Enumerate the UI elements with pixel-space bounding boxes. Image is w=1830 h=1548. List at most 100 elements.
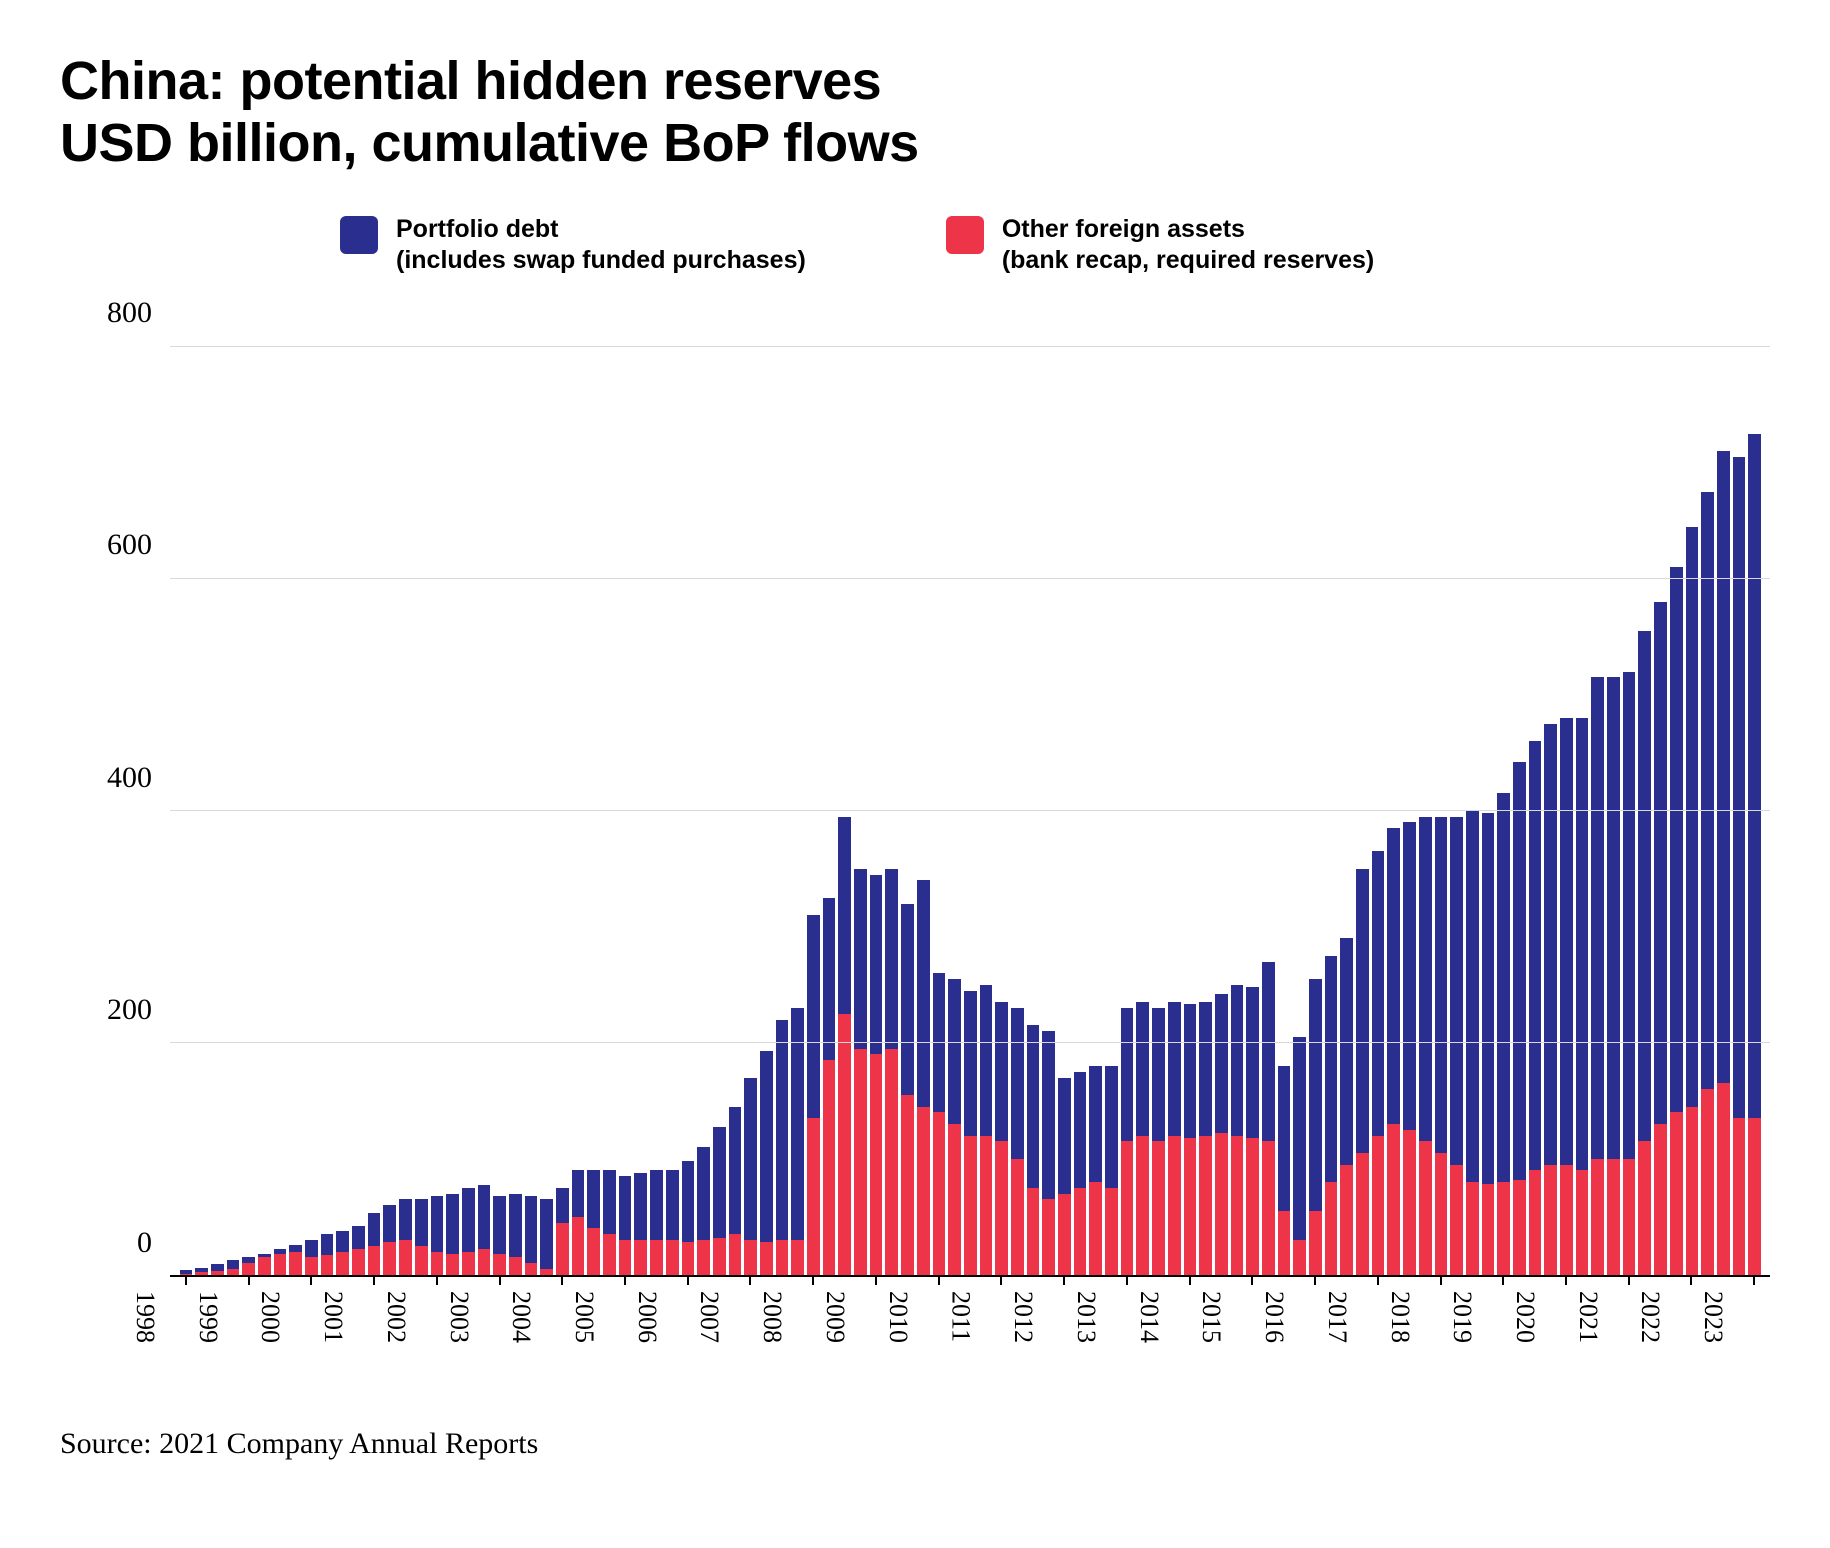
bar-segment-portfolio: [650, 1170, 663, 1240]
bar-segment-portfolio: [713, 1127, 726, 1237]
x-tick-label: 2010: [883, 1291, 913, 1343]
bar-segment-other: [1497, 1182, 1510, 1275]
bar-column: [633, 347, 649, 1275]
x-tick-label: 2013: [1071, 1291, 1101, 1343]
bar-segment-portfolio: [885, 869, 898, 1049]
bar-column: [1370, 347, 1386, 1275]
bar-segment-portfolio: [1654, 602, 1667, 1124]
bar-segment-portfolio: [1168, 1002, 1181, 1135]
bar-column: [602, 347, 618, 1275]
bar-segment-other: [1686, 1107, 1699, 1275]
bar-segment-portfolio: [1701, 492, 1714, 1089]
bar-segment-portfolio: [1011, 1008, 1024, 1159]
x-tick-mark: [373, 1275, 375, 1285]
x-tick-label: 2019: [1447, 1291, 1477, 1343]
bar-segment-other: [980, 1136, 993, 1275]
bar-segment-other: [415, 1246, 428, 1275]
bar-column: [1182, 347, 1198, 1275]
bar-segment-portfolio: [556, 1188, 569, 1223]
bar-column: [225, 347, 241, 1275]
legend-label: Portfolio debt: [396, 215, 558, 243]
bar-segment-other: [525, 1263, 538, 1275]
bar-segment-portfolio: [933, 973, 946, 1112]
bar-segment-other: [1450, 1165, 1463, 1275]
bar-segment-other: [1372, 1136, 1385, 1275]
bar-segment-other: [1278, 1211, 1291, 1275]
legend-label: Other foreign assets: [1002, 215, 1245, 243]
bar-segment-other: [1121, 1141, 1134, 1274]
x-tick-label: 2011: [946, 1291, 976, 1342]
legend-swatch-other: [946, 216, 984, 254]
bar-segment-portfolio: [1419, 817, 1432, 1142]
bar-segment-portfolio: [1293, 1037, 1306, 1240]
bar-segment-portfolio: [1450, 817, 1463, 1165]
bar-segment-other: [1419, 1141, 1432, 1274]
bar-segment-other: [274, 1254, 287, 1275]
x-tick-label: 2006: [632, 1291, 662, 1343]
x-tick-mark: [1440, 1275, 1442, 1285]
bar-column: [1402, 347, 1418, 1275]
bar-segment-portfolio: [1262, 962, 1275, 1142]
bar-segment-other: [399, 1240, 412, 1275]
bar-segment-other: [572, 1217, 585, 1275]
bar-column: [1715, 347, 1731, 1275]
x-tick-mark: [749, 1275, 751, 1285]
bar-column: [241, 347, 257, 1275]
bar-segment-other: [305, 1257, 318, 1274]
bar-segment-portfolio: [1513, 762, 1526, 1180]
bar-column: [1260, 347, 1276, 1275]
bar-segment-portfolio: [1497, 793, 1510, 1182]
bar-segment-other: [964, 1136, 977, 1275]
x-tick-mark: [1753, 1275, 1755, 1285]
bar-segment-portfolio: [776, 1020, 789, 1240]
x-tick-label: 2022: [1635, 1291, 1665, 1343]
bar-column: [476, 347, 492, 1275]
x-tick-mark: [1628, 1275, 1630, 1285]
x-tick-mark: [1690, 1275, 1692, 1285]
bar-segment-portfolio: [744, 1078, 757, 1240]
bar-segment-portfolio: [493, 1196, 506, 1254]
bar-segment-portfolio: [415, 1199, 428, 1245]
bar-column: [774, 347, 790, 1275]
bar-segment-other: [258, 1257, 271, 1274]
bar-column: [1731, 347, 1747, 1275]
bar-column: [1229, 347, 1245, 1275]
bar-segment-portfolio: [1027, 1025, 1040, 1187]
bar-column: [382, 347, 398, 1275]
bar-segment-portfolio: [1403, 822, 1416, 1129]
x-tick-label: 2020: [1510, 1291, 1540, 1343]
bar-segment-portfolio: [1638, 631, 1651, 1141]
bar-segment-portfolio: [305, 1240, 318, 1257]
bar-segment-other: [383, 1242, 396, 1274]
bar-column: [1072, 347, 1088, 1275]
bar-column: [1308, 347, 1324, 1275]
bar-segment-portfolio: [870, 875, 883, 1055]
bar-column: [555, 347, 571, 1275]
bar-column: [288, 347, 304, 1275]
gridline: [170, 578, 1770, 579]
bar-column: [586, 347, 602, 1275]
bar-column: [617, 347, 633, 1275]
bar-segment-portfolio: [1623, 672, 1636, 1159]
bar-segment-portfolio: [634, 1173, 647, 1240]
bar-segment-portfolio: [603, 1170, 616, 1234]
legend-item-portfolio: Portfolio debt (includes swap funded pur…: [340, 214, 806, 277]
bar-column: [900, 347, 916, 1275]
bar-column: [272, 347, 288, 1275]
source-text: Source: 2021 Company Annual Reports: [60, 1427, 1770, 1461]
bar-segment-portfolio: [431, 1196, 444, 1252]
bar-segment-other: [1701, 1089, 1714, 1275]
bar-segment-other: [211, 1271, 224, 1274]
bar-column: [680, 347, 696, 1275]
bar-segment-other: [1466, 1182, 1479, 1275]
bar-segment-portfolio: [1136, 1002, 1149, 1135]
bar-segment-other: [650, 1240, 663, 1275]
bar-column: [1213, 347, 1229, 1275]
bar-segment-other: [1027, 1188, 1040, 1275]
bar-segment-other: [1246, 1138, 1259, 1275]
plot-area: [170, 347, 1770, 1277]
x-tick-label: 2004: [506, 1291, 536, 1343]
bar-segment-portfolio: [368, 1213, 381, 1245]
bar-column: [696, 347, 712, 1275]
bar-segment-portfolio: [823, 898, 836, 1060]
